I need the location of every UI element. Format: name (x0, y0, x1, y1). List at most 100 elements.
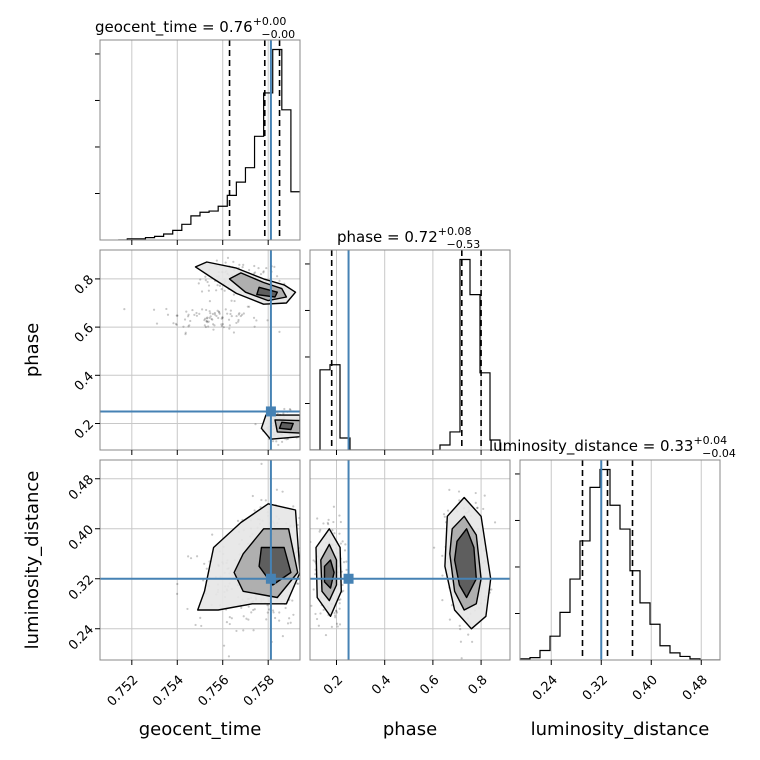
scatter-point (341, 583, 344, 587)
scatter-point (334, 616, 337, 619)
scatter-point (245, 617, 248, 620)
scatter-point (230, 299, 233, 302)
scatter-point (212, 328, 215, 331)
contour-group (196, 503, 300, 611)
hist-panel-phase (305, 249, 511, 455)
scatter-point (338, 532, 341, 535)
scatter-point (213, 311, 216, 315)
scatter-point (490, 588, 493, 591)
scatter-point (448, 618, 452, 621)
scatter-point (203, 324, 206, 327)
scatter-point (280, 440, 284, 443)
scatter-point (199, 616, 202, 620)
scatter-point (203, 562, 206, 565)
scatter-point (266, 319, 269, 322)
scatter-point (459, 628, 462, 631)
scatter-point (304, 597, 306, 599)
scatter-point (332, 520, 335, 524)
scatter-point (218, 311, 221, 314)
y-tick-label: 0.48 (66, 472, 97, 503)
scatter-point (272, 611, 275, 614)
scatter-point (335, 611, 339, 614)
truth-marker (343, 573, 354, 584)
scatter-point (278, 611, 281, 614)
scatter-point (222, 644, 226, 647)
scatter-point (302, 516, 304, 518)
scatter-point (292, 505, 295, 508)
scatter-point (312, 588, 315, 591)
scatter-point (262, 270, 265, 273)
x-tick-label: 0.24 (530, 673, 561, 704)
scatter-point (339, 598, 342, 601)
truth-marker (265, 406, 276, 417)
scatter-point (262, 271, 265, 274)
scatter-point (295, 582, 299, 585)
scatter-point (248, 305, 251, 308)
scatter-point (213, 313, 217, 316)
scatter-point (332, 505, 336, 508)
scatter-point (230, 315, 233, 318)
scatter-point (242, 629, 245, 632)
xlabel-geocent-time: geocent_time (139, 719, 262, 740)
scatter-point (224, 261, 227, 264)
scatter-point (224, 308, 227, 311)
scatter-point (253, 264, 256, 268)
scatter-point (207, 284, 211, 287)
scatter-point (247, 618, 250, 621)
scatter-point (232, 260, 235, 263)
corner-panels: 0.24 0.32 0.40 0.480.20.40.60.80.752 0.754 0.… (66, 39, 721, 710)
xlabel-phase: phase (383, 719, 437, 740)
scatter-point (334, 609, 338, 612)
scatter-point (228, 324, 231, 327)
scatter-point (338, 602, 341, 605)
scatter-point (185, 310, 188, 313)
scatter-point (253, 509, 256, 512)
scatter-point (152, 308, 156, 311)
scatter-point (208, 300, 212, 303)
panel-geocent-time-vs-luminosity-distance: 0.752 0.754 0.756 0.758 0.24 0.32 0.40 0.48 (66, 459, 306, 710)
scatter-point (345, 560, 348, 563)
scatter-point (330, 625, 333, 628)
panel-border (99, 459, 301, 661)
title-geocent-time: geocent_time = 0.76+0.00 −0.00 (95, 15, 295, 41)
scatter-point (205, 317, 209, 320)
scatter-point (265, 266, 268, 270)
scatter-point (341, 540, 344, 543)
scatter-point (297, 582, 300, 585)
scatter-point (268, 608, 271, 611)
x-tick-label: 0.40 (630, 673, 661, 704)
x-tick-label: 0.2 (321, 673, 346, 698)
scatter-point (252, 608, 255, 612)
scatter-point (216, 284, 219, 287)
y-tick-label: 0.2 (72, 417, 97, 442)
scatter-point (189, 319, 192, 323)
scatter-point (195, 314, 199, 317)
x-tick-label: 0.752 (105, 673, 142, 710)
scatter-point (271, 440, 275, 443)
scatter-point (215, 314, 218, 318)
scatter-point (193, 313, 196, 316)
scatter-point (315, 617, 319, 621)
scatter-point (189, 557, 193, 560)
scatter-point (474, 491, 477, 495)
scatter-point (442, 513, 446, 516)
scatter-point (483, 494, 486, 497)
scatter-point (254, 423, 257, 426)
scatter-point (207, 289, 210, 292)
scatter-point (232, 293, 236, 296)
truth-marker (265, 573, 276, 584)
scatter-point (333, 614, 337, 617)
scatter-point (204, 317, 207, 320)
scatter-point (195, 555, 199, 558)
x-tick-label: 0.6 (417, 673, 442, 698)
scatter-point (208, 310, 211, 313)
scatter-point (343, 549, 347, 552)
scatter-point (278, 619, 281, 622)
scatter-point (251, 494, 254, 498)
scatter-point (204, 279, 207, 282)
scatter-point (200, 290, 204, 293)
scatter-point (242, 615, 245, 618)
scatter-point (252, 272, 256, 275)
scatter-point (257, 267, 260, 270)
scatter-point (204, 325, 208, 329)
